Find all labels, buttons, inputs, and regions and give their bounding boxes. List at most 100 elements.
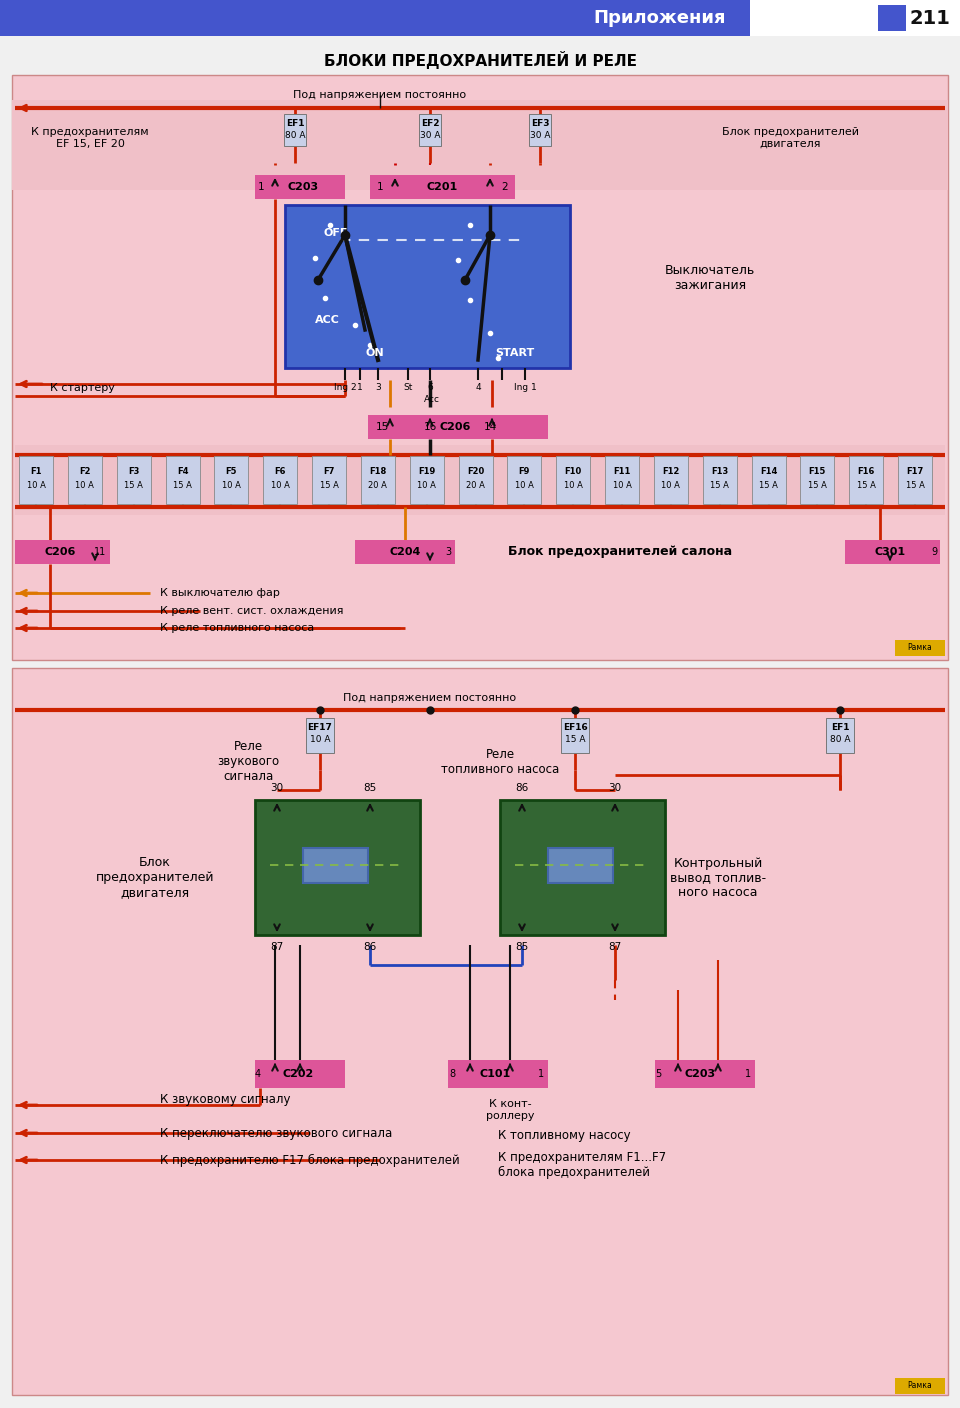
- Text: F17: F17: [906, 466, 924, 476]
- Text: Ing 1: Ing 1: [514, 383, 537, 393]
- Text: 30: 30: [271, 783, 283, 793]
- Text: EF17: EF17: [307, 724, 332, 732]
- Text: F4: F4: [177, 466, 188, 476]
- Text: Реле
топливного насоса: Реле топливного насоса: [441, 748, 559, 776]
- Text: 10 A: 10 A: [612, 480, 632, 490]
- Text: C206: C206: [440, 422, 470, 432]
- Text: 80 A: 80 A: [285, 131, 305, 139]
- Text: К предохранителям
EF 15, EF 20: К предохранителям EF 15, EF 20: [31, 127, 149, 149]
- Text: 15 A: 15 A: [808, 480, 827, 490]
- Text: 15 A: 15 A: [173, 480, 192, 490]
- Text: 30 A: 30 A: [530, 131, 550, 139]
- Bar: [355, 541, 455, 565]
- Text: Выключатель
зажигания: Выключатель зажигания: [665, 265, 756, 291]
- Bar: [750, 0, 960, 37]
- Text: EF16: EF16: [563, 724, 588, 732]
- Text: F6: F6: [275, 466, 286, 476]
- Text: К переключателю звукового сигнала: К переключателю звукового сигнала: [160, 1126, 393, 1139]
- Text: St: St: [403, 383, 413, 393]
- Text: 1: 1: [538, 1069, 544, 1079]
- Text: 85: 85: [516, 942, 529, 952]
- Text: 4: 4: [475, 383, 481, 393]
- Text: 16: 16: [423, 422, 437, 432]
- Bar: [303, 848, 368, 883]
- Text: EF2: EF2: [420, 120, 440, 128]
- Bar: [507, 456, 541, 504]
- Text: OFF: OFF: [323, 228, 348, 238]
- Text: К предохранителям F1...F7
блока предохранителей: К предохранителям F1...F7 блока предохра…: [498, 1150, 666, 1178]
- Bar: [255, 800, 420, 935]
- Text: C203: C203: [684, 1069, 715, 1079]
- Bar: [878, 6, 906, 31]
- Text: F18: F18: [370, 466, 387, 476]
- Bar: [12, 100, 948, 190]
- Bar: [19, 456, 53, 504]
- Text: 11: 11: [94, 546, 107, 558]
- Bar: [312, 456, 346, 504]
- Text: Acc: Acc: [424, 396, 440, 404]
- Text: F20: F20: [467, 466, 484, 476]
- Text: START: START: [495, 348, 535, 358]
- Bar: [845, 541, 940, 565]
- Text: К звуковому сигналу: К звуковому сигналу: [160, 1094, 291, 1107]
- Bar: [410, 456, 444, 504]
- Text: 14: 14: [484, 422, 496, 432]
- Bar: [500, 800, 665, 935]
- Text: F7: F7: [324, 466, 335, 476]
- Text: F10: F10: [564, 466, 582, 476]
- Text: F15: F15: [808, 466, 826, 476]
- Bar: [895, 1378, 945, 1394]
- Text: 9: 9: [931, 546, 937, 558]
- Text: Под напряжением постоянно: Под напряжением постоянно: [294, 90, 467, 100]
- Bar: [655, 1060, 755, 1088]
- Text: F16: F16: [857, 466, 875, 476]
- Text: EF1: EF1: [286, 120, 304, 128]
- Bar: [370, 175, 515, 199]
- Text: 15: 15: [375, 422, 389, 432]
- Bar: [752, 456, 785, 504]
- Bar: [529, 114, 551, 146]
- Bar: [255, 175, 345, 199]
- Text: Ing 2: Ing 2: [334, 383, 356, 393]
- Bar: [12, 75, 948, 660]
- Text: 20 A: 20 A: [369, 480, 387, 490]
- Text: EF3: EF3: [531, 120, 549, 128]
- Bar: [850, 456, 883, 504]
- Bar: [306, 718, 334, 753]
- Text: Рамка: Рамка: [907, 1381, 932, 1391]
- Text: 85: 85: [364, 783, 376, 793]
- Text: 4: 4: [255, 1069, 261, 1079]
- Bar: [15, 541, 110, 565]
- Text: 10 A: 10 A: [76, 480, 94, 490]
- Text: 10 A: 10 A: [271, 480, 290, 490]
- Text: К топливному насосу: К топливному насосу: [498, 1128, 631, 1142]
- Text: C206: C206: [44, 546, 76, 558]
- Text: БЛОКИ ПРЕДОХРАНИТЕЛЕЙ И РЕЛЕ: БЛОКИ ПРЕДОХРАНИТЕЛЕЙ И РЕЛЕ: [324, 51, 636, 69]
- Text: 86: 86: [516, 783, 529, 793]
- Text: К реле вент. сист. охлаждения: К реле вент. сист. охлаждения: [160, 605, 344, 617]
- Text: F9: F9: [518, 466, 530, 476]
- Text: F1: F1: [31, 466, 41, 476]
- Bar: [548, 848, 613, 883]
- Text: Под напряжением постоянно: Под напряжением постоянно: [344, 693, 516, 703]
- Bar: [285, 206, 570, 367]
- Text: 15 A: 15 A: [710, 480, 729, 490]
- Text: К предохранителю F17 блока предохранителей: К предохранителю F17 блока предохранител…: [160, 1153, 460, 1167]
- Bar: [898, 456, 932, 504]
- Text: 10 A: 10 A: [661, 480, 681, 490]
- Text: C203: C203: [287, 182, 319, 191]
- Bar: [459, 456, 492, 504]
- Text: F12: F12: [662, 466, 680, 476]
- Text: 3: 3: [375, 383, 381, 393]
- Text: 2: 2: [502, 182, 508, 191]
- Text: 20 A: 20 A: [466, 480, 485, 490]
- Text: 3: 3: [444, 546, 451, 558]
- Text: Блок предохранителей
двигателя: Блок предохранителей двигателя: [722, 127, 858, 149]
- Text: F3: F3: [128, 466, 139, 476]
- Text: C201: C201: [426, 182, 458, 191]
- Text: 211: 211: [909, 8, 950, 28]
- Text: 10 A: 10 A: [310, 735, 330, 743]
- Bar: [12, 667, 948, 1395]
- Text: F11: F11: [613, 466, 631, 476]
- Text: 10 A: 10 A: [222, 480, 241, 490]
